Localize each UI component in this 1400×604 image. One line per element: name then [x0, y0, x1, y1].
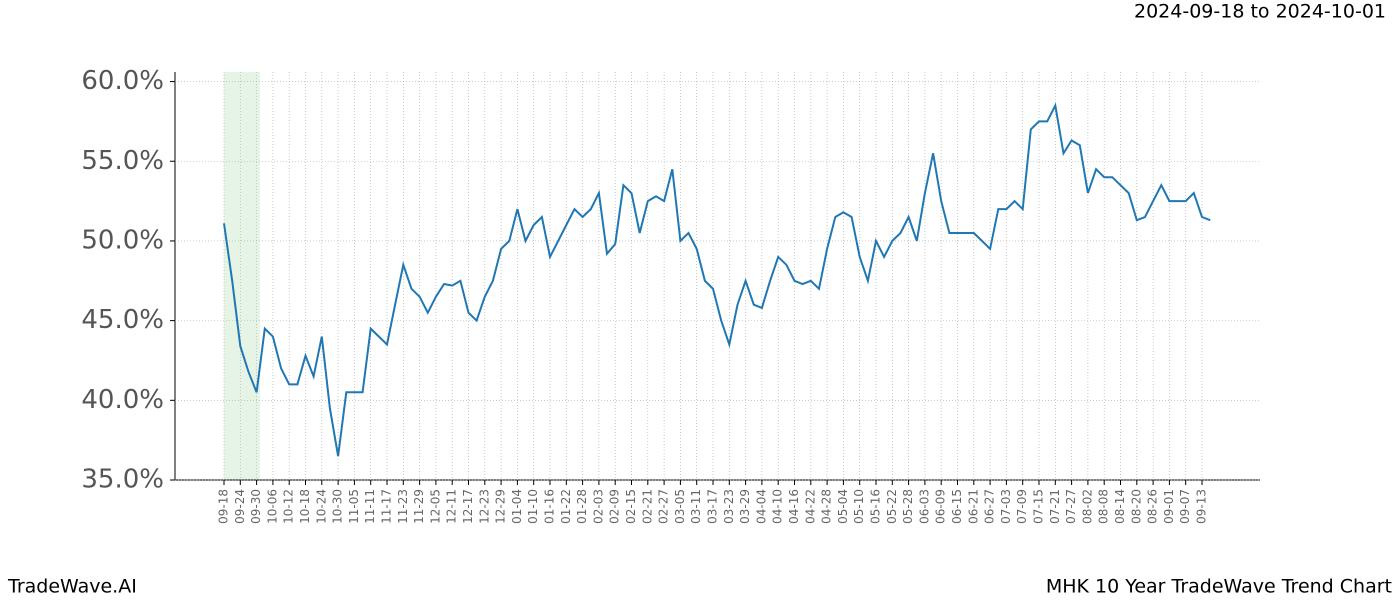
- date-range: 2024-09-18 to 2024-10-01: [1134, 1, 1386, 23]
- x-tick-label: 02-03: [591, 489, 605, 524]
- x-tick-label: 02-15: [624, 489, 638, 524]
- y-tick-label: 60.0%: [81, 66, 164, 96]
- y-tick-label: 40.0%: [81, 385, 164, 415]
- x-tick-label: 06-21: [966, 489, 980, 524]
- x-tick-label: 09-13: [1195, 489, 1209, 524]
- x-tick-label: 09-07: [1178, 489, 1192, 524]
- x-tick-label: 06-09: [934, 489, 948, 524]
- x-tick-label: 05-10: [852, 489, 866, 524]
- y-tick-label: 45.0%: [81, 305, 164, 335]
- x-tick-label: 07-21: [1048, 489, 1062, 524]
- x-tick-label: 10-06: [265, 489, 279, 524]
- x-tick-label: 04-22: [803, 489, 817, 524]
- x-tick-label: 04-04: [754, 489, 768, 524]
- y-tick-label: 35.0%: [81, 465, 164, 495]
- brand: TradeWave.AI: [7, 576, 137, 598]
- x-tick-label: 10-30: [331, 489, 345, 524]
- x-tick-label: 11-23: [396, 489, 410, 524]
- x-tick-label: 11-11: [363, 489, 377, 524]
- x-tick-label: 05-28: [901, 489, 915, 524]
- x-tick-label: 03-05: [673, 489, 687, 524]
- x-tick-label: 02-21: [640, 489, 654, 524]
- x-tick-label: 05-04: [836, 489, 850, 524]
- x-tick-label: 02-27: [657, 489, 671, 524]
- x-tick-label: 04-28: [820, 489, 834, 524]
- x-tick-label: 03-23: [722, 489, 736, 524]
- x-tick-label: 03-11: [689, 489, 703, 524]
- x-tick-label: 11-17: [380, 489, 394, 524]
- y-tick-label: 50.0%: [81, 225, 164, 255]
- x-tick-label: 09-18: [217, 489, 231, 524]
- x-tick-label: 07-09: [1015, 489, 1029, 524]
- x-tick-label: 04-10: [771, 489, 785, 524]
- x-tick-label: 01-10: [526, 489, 540, 524]
- x-tick-label: 06-27: [983, 489, 997, 524]
- x-tick-label: 05-22: [885, 489, 899, 524]
- x-tick-label: 08-02: [1080, 489, 1094, 524]
- x-tick-label: 01-28: [575, 489, 589, 524]
- x-tick-label: 10-24: [314, 489, 328, 524]
- x-tick-label: 09-30: [249, 489, 263, 524]
- x-tick-label: 09-24: [233, 489, 247, 524]
- x-tick-label: 03-29: [738, 489, 752, 524]
- trend-line: [223, 102, 1211, 457]
- x-tick-label: 07-03: [999, 489, 1013, 524]
- x-tick-label: 01-22: [559, 489, 573, 524]
- x-tick-label: 09-01: [1162, 489, 1176, 524]
- x-tick-label: 08-20: [1129, 489, 1143, 524]
- x-tick-label: 10-12: [282, 489, 296, 524]
- x-tick-label: 03-17: [706, 489, 720, 524]
- x-tick-label: 08-14: [1113, 489, 1127, 524]
- x-tick-label: 05-16: [869, 489, 883, 524]
- x-tick-label: 06-03: [917, 489, 931, 524]
- x-tick-label: 07-27: [1064, 489, 1078, 524]
- x-tick-label: 02-09: [608, 489, 622, 524]
- x-tick-label: 01-16: [543, 489, 557, 524]
- x-tick-label: 12-23: [477, 489, 491, 524]
- x-tick-label: 12-11: [445, 489, 459, 524]
- highlight-band: [224, 72, 260, 480]
- chart-caption: MHK 10 Year TradeWave Trend Chart: [1046, 576, 1392, 598]
- x-tick-label: 12-17: [461, 489, 475, 524]
- x-tick-label: 06-15: [950, 489, 964, 524]
- x-tick-label: 04-16: [787, 489, 801, 524]
- x-tick-label: 12-05: [428, 489, 442, 524]
- x-tick-label: 11-29: [412, 489, 426, 524]
- x-tick-label: 12-29: [494, 489, 508, 524]
- x-tick-label: 10-18: [298, 489, 312, 524]
- y-tick-label: 55.0%: [81, 146, 164, 176]
- x-tick-label: 01-04: [510, 489, 524, 524]
- x-tick-label: 08-26: [1146, 489, 1160, 524]
- x-tick-label: 11-05: [347, 489, 361, 524]
- x-tick-label: 08-08: [1097, 489, 1111, 524]
- x-tick-label: 07-15: [1032, 489, 1046, 524]
